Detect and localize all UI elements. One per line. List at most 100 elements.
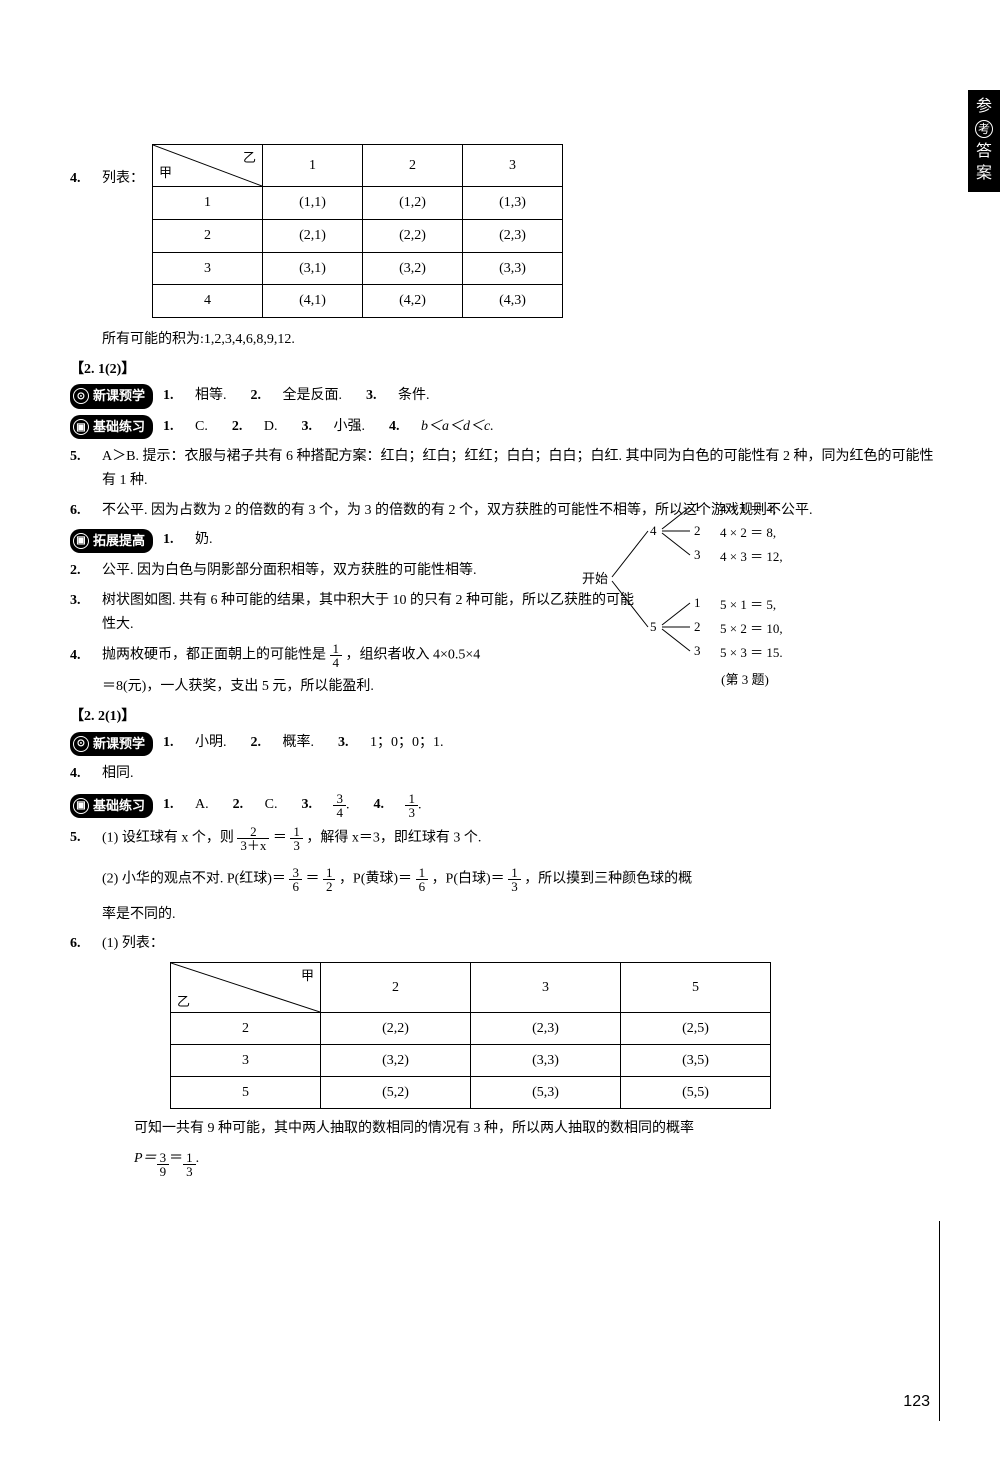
badge-preview: ⊙新课预学: [70, 732, 153, 756]
q2-row: 2. 公平. 因为白色与阴影部分面积相等，双方获胜的可能性相等.: [70, 559, 640, 583]
diag-header: 乙 甲: [153, 145, 263, 187]
answer: D.: [264, 415, 278, 439]
row-header: 4: [153, 285, 263, 318]
fraction: 34: [333, 792, 346, 819]
denominator: 3: [508, 880, 521, 893]
cell: (4,3): [463, 285, 563, 318]
table-1: 乙 甲 1 2 3 1 (1,1) (1,2) (1,3) 2 (2,1) (2…: [152, 144, 563, 318]
answer-text: A＞B. 提示：衣服与裙子共有 6 种搭配方案：红白；红白；红红；白白；白白；白…: [102, 445, 940, 493]
text: ，P(黄球)＝: [339, 871, 412, 886]
tree-start: 开始: [582, 571, 608, 586]
text: ＝: [169, 1147, 183, 1171]
denominator: 4: [330, 656, 343, 669]
cell: (4,1): [263, 285, 363, 318]
col-header: 3: [463, 145, 563, 187]
denominator: 2: [323, 880, 336, 893]
side-tab-char: 参: [972, 96, 996, 118]
fraction: 13: [508, 866, 521, 893]
q-number: 6.: [70, 499, 94, 523]
answer-text: (2) 小华的观点不对. P(红球)＝ 36 ＝ 12 ，P(黄球)＝ 16 ，…: [102, 866, 692, 893]
svg-text:4: 4: [650, 523, 657, 538]
row-header: 3: [153, 252, 263, 285]
numerator: 3: [157, 1151, 170, 1165]
numerator: 3: [289, 866, 302, 880]
svg-text:2: 2: [694, 619, 701, 634]
answer: 奶.: [195, 528, 213, 552]
item-num: 1.: [163, 415, 187, 439]
item-num: 2.: [233, 793, 257, 817]
answer-text: (1) 列表：: [102, 932, 164, 956]
q6b-note: 可知一共有 9 种可能，其中两人抽取的数相同的情况有 3 种，所以两人抽取的数相…: [134, 1117, 940, 1141]
text: ，所以摸到三种颜色球的概: [524, 871, 692, 886]
table-row: 3 (3,2) (3,3) (3,5): [171, 1045, 771, 1077]
item-num: 1.: [163, 731, 187, 755]
denominator: 3: [290, 839, 303, 852]
q-number: 5.: [70, 445, 94, 469]
tree-svg: 开始 4 5 1 2 3 1 2 3: [580, 491, 720, 671]
row-header: 2: [153, 219, 263, 252]
answer: 13.: [405, 792, 421, 819]
cell: (2,3): [463, 219, 563, 252]
answer-text: 抛两枚硬币，都正面朝上的可能性是 14 ，组织者收入 4×0.5×4: [102, 642, 640, 669]
book-icon: ▣: [73, 798, 89, 814]
badge-extend: ▣拓展提高: [70, 529, 153, 553]
denominator: 3: [183, 1165, 196, 1178]
denominator: 6: [416, 880, 429, 893]
table-row: 4 (4,1) (4,2) (4,3): [153, 285, 563, 318]
svg-text:3: 3: [694, 547, 701, 562]
q-number: 4.: [70, 762, 94, 786]
section-header: 【2. 2(1)】: [70, 705, 940, 725]
fraction: 23＋x: [237, 825, 269, 852]
tree-eq: 5 × 2 ＝ 10,: [720, 618, 880, 637]
q-number: 2.: [70, 559, 94, 583]
cell: (1,2): [363, 187, 463, 220]
q6b-prob: P＝ 39 ＝ 13 .: [134, 1147, 940, 1178]
col-header: 2: [321, 963, 471, 1013]
item-num: 3.: [366, 384, 390, 408]
table-row: 2 (2,2) (2,3) (2,5): [171, 1013, 771, 1045]
table-row: 甲 乙 2 3 5: [171, 963, 771, 1013]
answer: 1；0；0；1.: [370, 731, 444, 755]
col-header: 2: [363, 145, 463, 187]
tree-eq: 4 × 3 ＝ 12,: [720, 546, 880, 565]
suffix: .: [418, 797, 422, 812]
badge-label: 新课预学: [93, 733, 145, 755]
diag-header: 甲 乙: [171, 963, 321, 1013]
table-row: 5 (5,2) (5,3) (5,5): [171, 1077, 771, 1109]
answer: C.: [265, 793, 278, 817]
cell: (3,2): [363, 252, 463, 285]
tree-eq: 4 × 2 ＝ 8,: [720, 522, 880, 541]
numerator: 1: [323, 866, 336, 880]
fraction: 13: [290, 825, 303, 852]
fraction: 39: [157, 1151, 170, 1178]
q-number: 6.: [70, 932, 94, 956]
book-icon: ▣: [73, 533, 89, 549]
numerator: 2: [237, 825, 269, 839]
diagonal-line: [171, 963, 320, 1012]
section-header: 【2. 1(2)】: [70, 358, 940, 378]
cell: (3,3): [463, 252, 563, 285]
fraction: 16: [416, 866, 429, 893]
cell: (5,2): [321, 1077, 471, 1109]
q-number: 4.: [70, 167, 94, 191]
numerator: 1: [330, 642, 343, 656]
col-label: 甲: [301, 965, 314, 984]
answer: 概率.: [283, 731, 315, 755]
badge-basic: ▣基础练习: [70, 415, 153, 439]
numerator: 1: [508, 866, 521, 880]
text: ，P(白球)＝: [432, 871, 505, 886]
answer-text: 公平. 因为白色与阴影部分面积相等，双方获胜的可能性相等.: [102, 559, 477, 583]
answer: 小强.: [333, 415, 365, 439]
q5b-p2: (2) 小华的观点不对. P(红球)＝ 36 ＝ 12 ，P(黄球)＝ 16 ，…: [102, 866, 940, 893]
answer: 相同.: [102, 762, 134, 786]
cell: (3,3): [471, 1045, 621, 1077]
fraction: 36: [289, 866, 302, 893]
item-num: 1.: [163, 384, 187, 408]
numerator: 1: [416, 866, 429, 880]
q5-row: 5. A＞B. 提示：衣服与裙子共有 6 种搭配方案：红白；红白；红红；白白；白…: [70, 445, 940, 493]
side-tab-char: 考: [975, 120, 993, 138]
q4b-row: 4. 抛两枚硬币，都正面朝上的可能性是 14 ，组织者收入 4×0.5×4: [70, 642, 640, 669]
row-header: 5: [171, 1077, 321, 1109]
badge-basic: ▣基础练习: [70, 794, 153, 818]
fraction: 12: [323, 866, 336, 893]
